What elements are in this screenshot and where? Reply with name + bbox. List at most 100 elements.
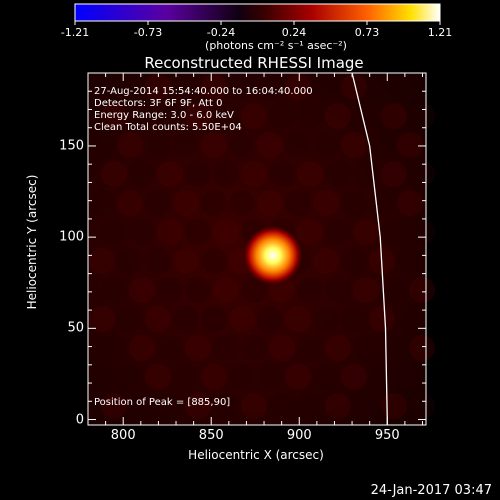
mottle-blob — [229, 74, 255, 100]
mottle-blob — [229, 132, 255, 158]
mottle-blob — [381, 335, 407, 361]
mottle-blob — [241, 335, 267, 361]
colorbar-tick-label: 0.24 — [281, 26, 307, 39]
mottle-blob — [173, 132, 199, 158]
mottle-blob — [201, 132, 227, 158]
mottle-blob — [285, 306, 311, 332]
colorbar-tick-label: -0.24 — [206, 26, 236, 39]
mottle-blob — [325, 161, 351, 187]
mottle-blob — [213, 161, 239, 187]
mottle-blob — [269, 161, 295, 187]
mottle-blob — [101, 103, 127, 129]
mottle-blob — [213, 277, 239, 303]
colorbar-tick-label: 0.73 — [354, 26, 380, 39]
mottle-blob — [129, 161, 155, 187]
mottle-blob — [185, 219, 211, 245]
mottle-blob — [297, 335, 323, 361]
x-axis-label: Heliocentric X (arcsec) — [188, 448, 324, 462]
mottle-blob — [129, 219, 155, 245]
y-tick-label: 0 — [75, 412, 84, 428]
colorbar-ticks — [74, 21, 441, 25]
mottle-blob — [117, 132, 143, 158]
mottle-blob — [185, 103, 211, 129]
mottle-blob — [145, 248, 171, 274]
mottle-blob — [353, 277, 379, 303]
mottle-blob — [381, 161, 407, 187]
mottle-blob — [257, 306, 283, 332]
mottle-blob — [369, 74, 395, 100]
mottle-blob — [157, 393, 183, 419]
mottle-blob — [101, 161, 127, 187]
mottle-blob — [145, 74, 171, 100]
colorbar-tick-label: 1.21 — [427, 26, 453, 39]
mottle-blob — [89, 132, 115, 158]
mottle-blob — [341, 306, 367, 332]
y-tick-label: 150 — [59, 138, 84, 154]
plot-frame — [87, 72, 427, 426]
mottle-blob — [369, 132, 395, 158]
mottle-blob — [297, 103, 323, 129]
mottle-blob — [145, 132, 171, 158]
mottle-blob — [229, 364, 255, 390]
mottle-blob — [325, 277, 351, 303]
mottle-blob — [157, 103, 183, 129]
x-tick-label: 950 — [374, 428, 400, 443]
mottle-blob — [353, 393, 379, 419]
y-tick-label: 100 — [59, 229, 84, 245]
mottle-blob — [353, 161, 379, 187]
info-clean-counts: Clean Total counts: 5.50E+04 — [94, 122, 242, 133]
mottle-blob — [269, 335, 295, 361]
mottle-blob — [397, 306, 423, 332]
mottle-blob — [157, 161, 183, 187]
mottle-blob — [117, 248, 143, 274]
peak-position-label: Position of Peak = [885,90] — [94, 397, 231, 408]
mottle-blob — [157, 277, 183, 303]
colorbar-unit-label: (photons cm⁻² s⁻¹ asec⁻²) — [205, 39, 347, 52]
mottle-blob — [369, 306, 395, 332]
colorbar-tick-label: -0.73 — [133, 26, 163, 39]
y-tick-label: 50 — [67, 320, 84, 336]
mottle-blob — [325, 103, 351, 129]
mottle-blob — [297, 393, 323, 419]
mottle-blob — [229, 306, 255, 332]
mottle-blob — [173, 364, 199, 390]
chart-title: Reconstructed RHESSI Image — [144, 54, 364, 72]
mottle-blob — [157, 219, 183, 245]
mottle-blob — [201, 306, 227, 332]
timestamp: 24-Jan-2017 03:47 — [370, 483, 492, 498]
mottle-blob — [229, 190, 255, 216]
mottle-blob — [241, 103, 267, 129]
mottle-blob — [173, 248, 199, 274]
mottle-blob — [397, 74, 423, 100]
mottle-blob — [89, 364, 115, 390]
colorbar-tick-label: -1.21 — [60, 26, 90, 39]
mottle-blob — [285, 364, 311, 390]
mottle-blob — [157, 335, 183, 361]
mottle-blob — [173, 190, 199, 216]
mottle-blob — [257, 132, 283, 158]
mottle-blob — [89, 190, 115, 216]
info-time-range: 27-Aug-2014 15:54:40.000 to 16:04:40.000 — [94, 86, 313, 97]
mottle-blob — [353, 103, 379, 129]
info-energy-range: Energy Range: 3.0 - 6.0 keV — [94, 110, 234, 121]
mottle-blob — [397, 364, 423, 390]
mottle-blob — [145, 364, 171, 390]
mottle-blob — [257, 364, 283, 390]
mottle-blob — [297, 277, 323, 303]
mottle-blob — [241, 161, 267, 187]
mottle-blob — [313, 364, 339, 390]
mottle-blob — [341, 364, 367, 390]
mottle-blob — [341, 74, 367, 100]
mottle-blob — [101, 393, 127, 419]
mottle-blob — [269, 393, 295, 419]
mottle-blob — [285, 190, 311, 216]
mottle-blob — [369, 364, 395, 390]
mottle-blob — [325, 219, 351, 245]
mottle-blob — [313, 190, 339, 216]
x-tick-label: 850 — [198, 428, 224, 443]
mottle-blob — [241, 393, 267, 419]
mottle-blob — [89, 74, 115, 100]
mottle-blob — [129, 103, 155, 129]
mottle-blob — [173, 74, 199, 100]
